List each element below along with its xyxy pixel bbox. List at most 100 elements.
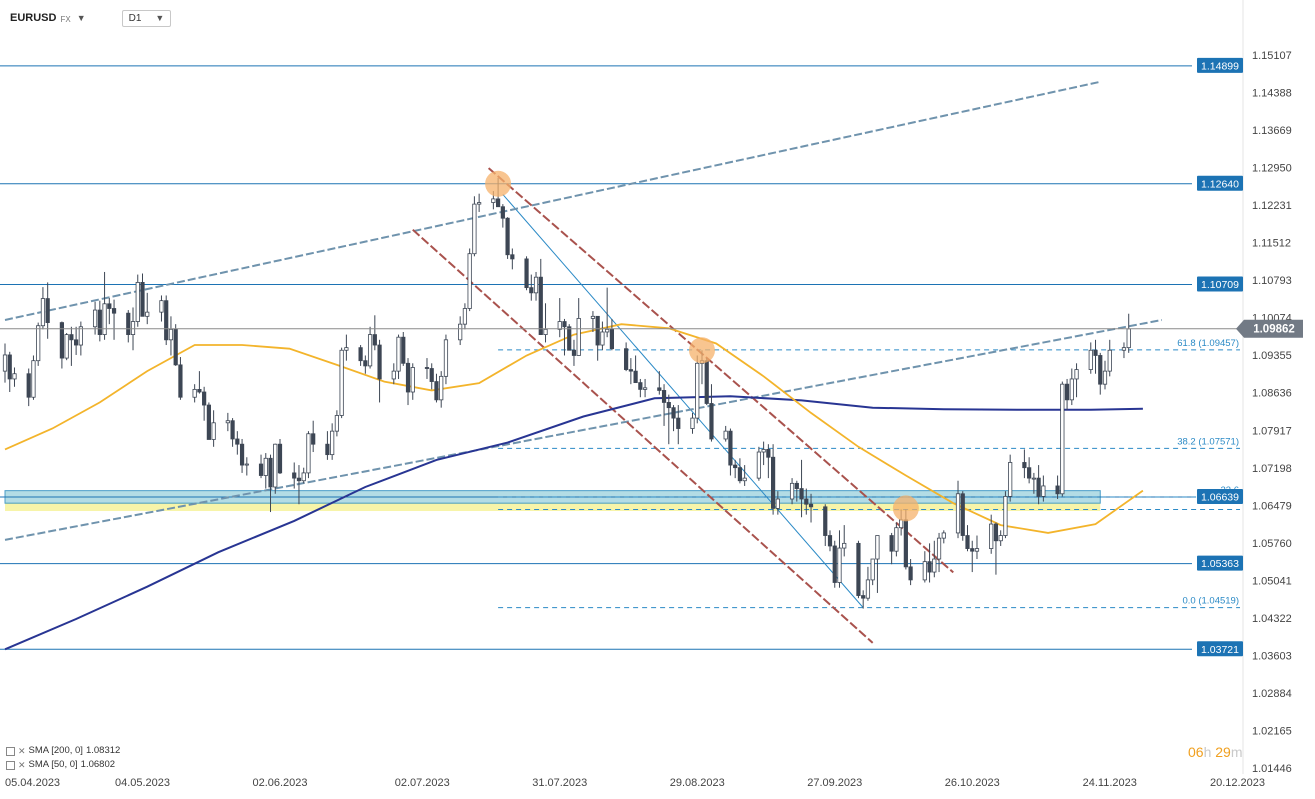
candle-body: [756, 451, 761, 479]
candle: [771, 444, 776, 515]
candle: [642, 378, 648, 398]
candle: [1069, 368, 1074, 406]
candle-body: [69, 334, 74, 341]
candle: [78, 321, 83, 356]
candle-body: [263, 457, 268, 476]
candle: [524, 256, 529, 291]
fib-label-0: 61.8 (1.09457): [1177, 338, 1239, 349]
candle-body: [922, 561, 927, 581]
level-tag-bg-1: [1197, 175, 1243, 191]
candles-group: [2, 178, 1131, 609]
candle: [268, 454, 273, 513]
candle-body: [59, 322, 64, 359]
level-tag-bg-0: [1197, 57, 1243, 73]
candle: [941, 530, 946, 544]
y-tick-label-4: 1.12231: [1252, 200, 1292, 212]
y-tick-label-10: 1.07917: [1252, 425, 1292, 437]
candle: [567, 324, 572, 351]
candle: [609, 318, 614, 351]
candle: [661, 384, 667, 426]
candle-body: [605, 328, 610, 333]
legend-sma200[interactable]: ✕ SMA [200, 0] 1.08312: [6, 744, 120, 758]
candle: [823, 504, 828, 546]
visibility-icon[interactable]: [6, 760, 15, 770]
y-tick-label-16: 1.03603: [1252, 650, 1292, 662]
timeframe-dropdown-icon: ▼: [155, 13, 165, 23]
candle: [875, 535, 880, 593]
candle-body: [894, 527, 899, 552]
candle: [690, 412, 695, 434]
candle: [709, 384, 714, 442]
candle-body: [391, 370, 396, 380]
candle: [1088, 342, 1093, 374]
candle: [576, 298, 581, 356]
remove-icon[interactable]: ✕: [18, 760, 26, 770]
candle: [723, 425, 728, 442]
candle: [126, 310, 131, 343]
candle-body: [273, 443, 278, 488]
candle-body: [1069, 378, 1074, 401]
candle: [970, 540, 975, 573]
candle: [235, 431, 240, 455]
candle: [832, 540, 837, 588]
highlight-circle-0: [485, 170, 512, 197]
candle-body: [832, 545, 837, 583]
visibility-icon[interactable]: [6, 746, 15, 756]
candle-body: [92, 309, 98, 328]
candle: [510, 248, 515, 270]
candle-body: [7, 354, 12, 380]
candle-body: [164, 300, 169, 341]
candle: [856, 540, 861, 599]
candle: [1055, 475, 1060, 500]
candle: [107, 298, 112, 325]
x-tick-label-4: 31.07.2023: [532, 777, 587, 789]
level-tag-label-2: 1.10709: [1201, 279, 1239, 291]
candle: [600, 321, 605, 351]
candle: [1008, 454, 1013, 502]
candle: [372, 315, 377, 351]
candle: [766, 444, 771, 479]
fib-label-1: 38.2 (1.07571): [1177, 436, 1239, 447]
x-tick-label-2: 02.06.2023: [252, 777, 307, 789]
symbol-dropdown-icon[interactable]: ▼: [76, 13, 86, 23]
x-tick-label-9: 20.12.2023: [1210, 777, 1265, 789]
candle-body: [211, 422, 216, 440]
symbol-label[interactable]: EURUSD: [10, 12, 57, 24]
candle-body: [543, 328, 548, 335]
candle-body: [1102, 370, 1108, 385]
remove-icon[interactable]: ✕: [18, 746, 26, 756]
candle-body: [26, 373, 31, 398]
candle-body: [467, 253, 472, 309]
candle-body: [462, 308, 468, 325]
candle: [173, 324, 178, 366]
sma200-line: [4, 395, 1143, 651]
y-tick-label-12: 1.06479: [1252, 500, 1292, 512]
candle: [737, 458, 743, 484]
candle-body: [723, 430, 728, 440]
candle: [377, 339, 382, 403]
candle-body: [472, 203, 477, 255]
candle-body: [524, 258, 529, 289]
symbol-type-label: FX: [60, 14, 71, 24]
candle: [638, 378, 643, 398]
candle-body: [367, 334, 373, 367]
candle: [206, 402, 211, 440]
timeframe-select[interactable]: D1 ▼: [121, 9, 172, 27]
y-tick-label-0: 1.15107: [1252, 50, 1292, 62]
candle-body: [439, 375, 444, 401]
candle: [311, 420, 316, 453]
candle-body: [576, 318, 581, 356]
candle-body: [159, 300, 164, 313]
y-tick-label-6: 1.10793: [1252, 275, 1292, 287]
candle: [339, 347, 344, 419]
candle: [74, 326, 79, 355]
candle-body: [965, 535, 970, 549]
candle-body: [789, 482, 795, 500]
candle: [799, 459, 804, 518]
candle-body: [500, 206, 505, 219]
candle: [1041, 475, 1046, 502]
legend-sma50[interactable]: ✕ SMA [50, 0] 1.06802: [6, 758, 120, 772]
candle: [458, 316, 463, 346]
candle-body: [334, 415, 339, 432]
